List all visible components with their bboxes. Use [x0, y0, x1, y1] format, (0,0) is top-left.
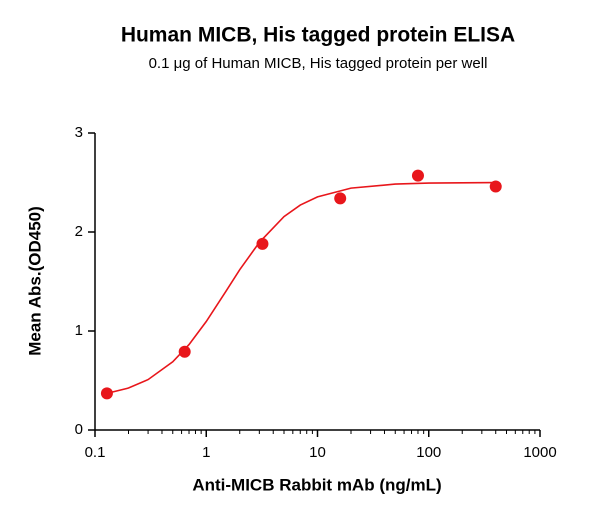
- data-point: [178, 345, 191, 358]
- fit-curve: [106, 181, 496, 395]
- data-point: [411, 169, 424, 182]
- x-tick-label: 0.1: [85, 444, 106, 461]
- y-tick-label: 2: [75, 223, 83, 240]
- y-tick-label: 0: [75, 421, 83, 438]
- x-axis-title: Anti-MICB Rabbit mAb (ng/mL): [192, 475, 441, 494]
- data-point: [489, 180, 502, 193]
- chart-title: Human MICB, His tagged protein ELISA: [121, 24, 515, 47]
- y-tick-label: 1: [75, 322, 83, 339]
- y-axis-title: Mean Abs.(OD450): [25, 206, 44, 356]
- x-tick-label: 10: [309, 444, 326, 461]
- x-tick-label: 1000: [523, 444, 556, 461]
- data-point: [256, 237, 269, 250]
- data-point: [100, 387, 113, 400]
- x-tick-label: 100: [416, 444, 441, 461]
- x-tick-label: 1: [202, 444, 210, 461]
- chart-subtitle: 0.1 μg of Human MICB, His tagged protein…: [149, 55, 488, 72]
- data-point: [334, 192, 347, 205]
- y-tick-label: 3: [75, 124, 83, 141]
